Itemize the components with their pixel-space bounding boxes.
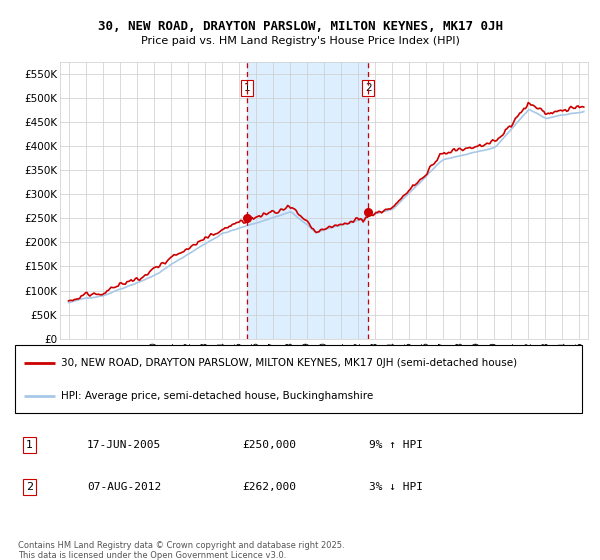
Text: 30, NEW ROAD, DRAYTON PARSLOW, MILTON KEYNES, MK17 0JH (semi-detached house): 30, NEW ROAD, DRAYTON PARSLOW, MILTON KE… (61, 358, 517, 368)
Text: £262,000: £262,000 (242, 482, 296, 492)
Text: 1: 1 (244, 83, 250, 93)
Text: 9% ↑ HPI: 9% ↑ HPI (369, 440, 423, 450)
Text: Price paid vs. HM Land Registry's House Price Index (HPI): Price paid vs. HM Land Registry's House … (140, 36, 460, 46)
Text: 30, NEW ROAD, DRAYTON PARSLOW, MILTON KEYNES, MK17 0JH: 30, NEW ROAD, DRAYTON PARSLOW, MILTON KE… (97, 20, 503, 32)
Text: 3% ↓ HPI: 3% ↓ HPI (369, 482, 423, 492)
Text: 1: 1 (26, 440, 33, 450)
Text: £250,000: £250,000 (242, 440, 296, 450)
Bar (247, 62, 368, 339)
Text: HPI: Average price, semi-detached house, Buckinghamshire: HPI: Average price, semi-detached house,… (61, 391, 373, 401)
Text: 2: 2 (365, 83, 371, 93)
Text: Contains HM Land Registry data © Crown copyright and database right 2025.
This d: Contains HM Land Registry data © Crown c… (18, 540, 344, 560)
Text: 2: 2 (26, 482, 33, 492)
Text: 17-JUN-2005: 17-JUN-2005 (87, 440, 161, 450)
Text: 07-AUG-2012: 07-AUG-2012 (87, 482, 161, 492)
